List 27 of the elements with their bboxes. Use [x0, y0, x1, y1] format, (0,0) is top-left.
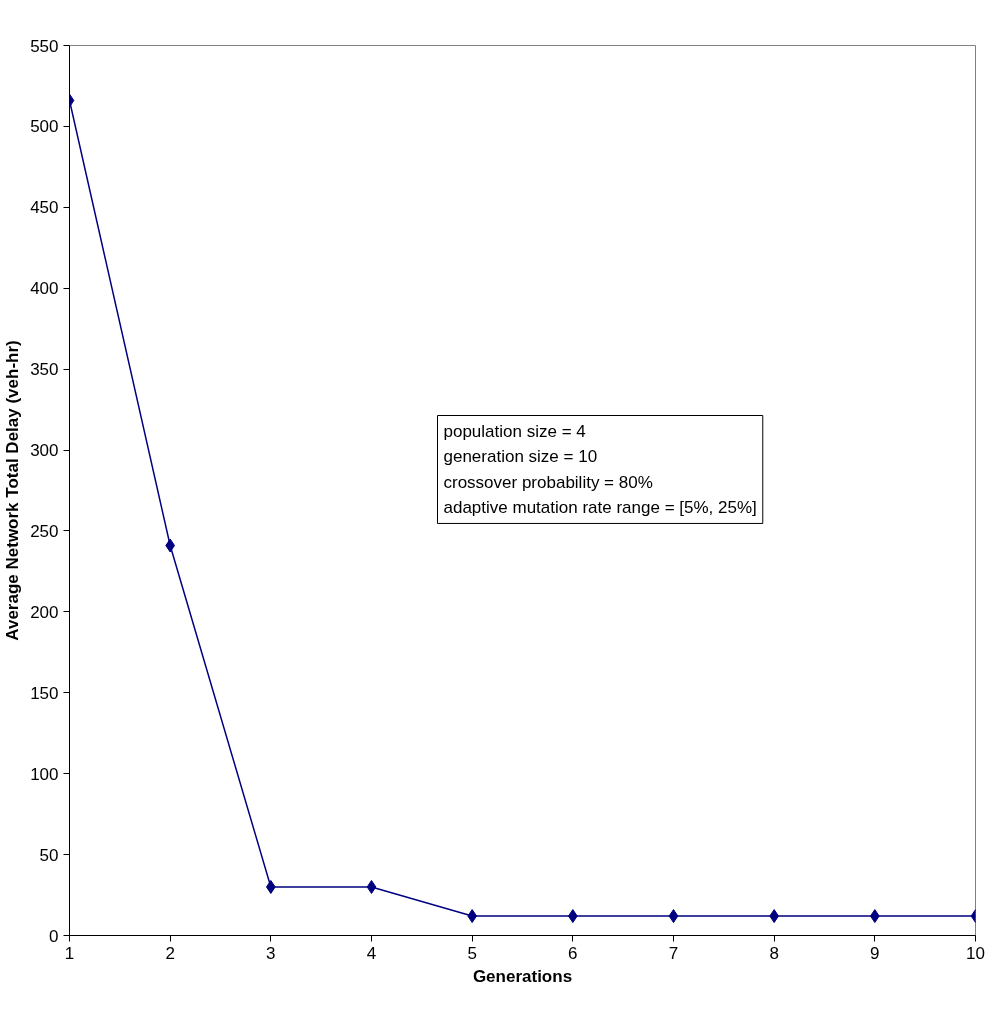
y-tick-label: 150 [30, 683, 59, 703]
y-tick-label: 100 [30, 764, 59, 784]
x-axis-title: Generations [472, 966, 573, 986]
annotation: population size = 4 generation size = 10 crossover probability = 80% adaptive mutation rate range = [5%, 25%] [443, 421, 757, 518]
x-tick-label: 6 [568, 943, 578, 963]
point [366, 879, 377, 894]
y-tick-label: 300 [30, 441, 59, 461]
y-tick-label: 500 [30, 117, 59, 137]
y-tick-label: 400 [30, 279, 59, 299]
y-axis-title: Average Network Total Delay (veh-hr) [3, 340, 23, 641]
x-tick-label: 3 [266, 943, 276, 963]
point [668, 909, 679, 924]
x-tick-label: 1 [64, 943, 75, 963]
x-tick-label: 9 [870, 943, 880, 963]
y-tick-label: 550 [30, 36, 59, 56]
x-tick-label: 4 [366, 943, 377, 963]
y-tick-label: 450 [30, 198, 59, 218]
x-tick-label: 7 [668, 943, 679, 963]
y-tick-label: 200 [30, 602, 59, 622]
y-tick-label: 350 [30, 360, 59, 380]
x-tick-label: 2 [165, 943, 175, 963]
y-tick-label: 50 [39, 845, 59, 865]
y-tick-label: 250 [30, 521, 59, 541]
x-tick-label: 8 [769, 943, 779, 963]
x-tick-label: 5 [467, 943, 477, 963]
x-tick-label: 10 [966, 943, 985, 963]
y-tick-label: 0 [49, 926, 59, 946]
